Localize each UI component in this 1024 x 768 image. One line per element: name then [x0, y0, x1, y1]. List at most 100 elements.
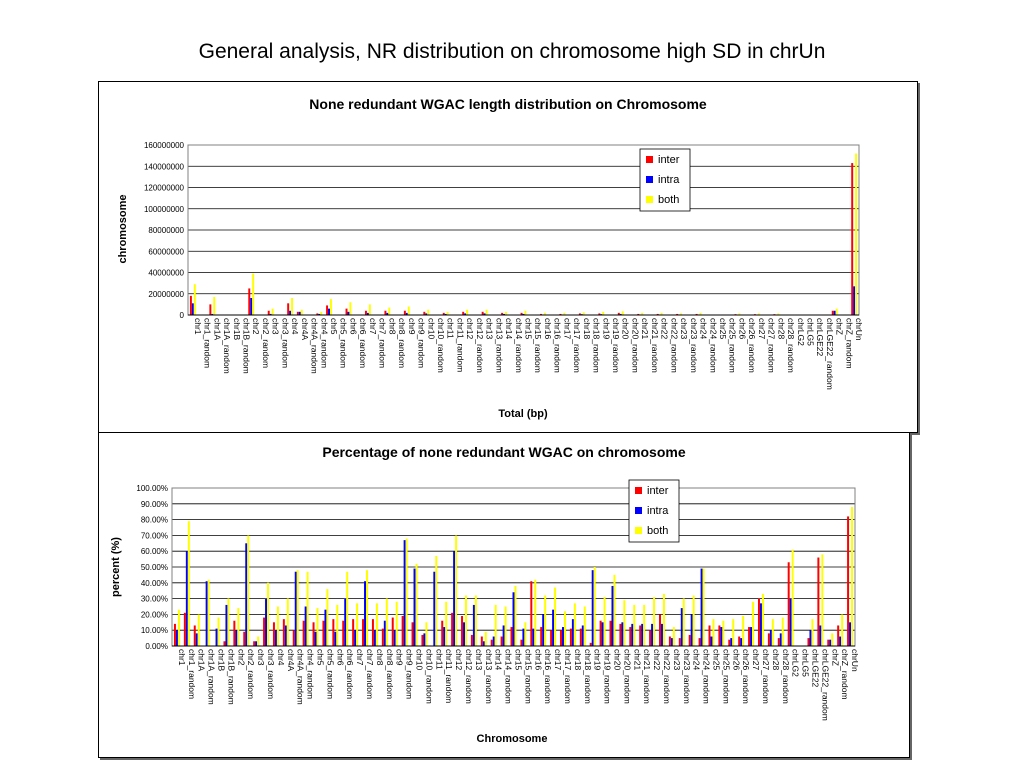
x-tick-label: chr21: [632, 649, 642, 671]
bar-both: [641, 312, 644, 315]
x-tick-label: chr18_random: [583, 649, 593, 704]
bar-inter: [272, 622, 275, 646]
y-tick-label: 0.00%: [145, 642, 168, 651]
x-tick-label: chr7: [368, 318, 378, 335]
bar-both: [375, 603, 378, 646]
x-tick-label: chr7_random: [378, 318, 388, 368]
x-tick-label: chr3_random: [266, 649, 276, 699]
bar-both: [757, 313, 760, 315]
bar-both: [633, 604, 636, 646]
bar-intra: [225, 604, 228, 646]
x-tick-label: chr1B_random: [226, 649, 236, 705]
x-tick-label: chr10_random: [436, 318, 446, 373]
bar-inter: [579, 628, 582, 646]
bar-both: [464, 595, 467, 646]
x-tick-label: chr22_random: [662, 649, 672, 704]
x-tick-label: chr11: [434, 649, 444, 670]
x-tick-label: chr17: [553, 649, 563, 671]
x-tick-label: chrLGE22: [810, 649, 820, 688]
bar-intra: [660, 623, 663, 646]
bar-intra: [433, 571, 436, 646]
bar-both: [781, 617, 784, 646]
x-tick-label: chr23_random: [682, 649, 692, 704]
bar-inter: [649, 630, 652, 646]
bar-both: [699, 312, 702, 315]
x-tick-label: chr22_random: [669, 318, 679, 373]
legend-label-inter: inter: [647, 485, 669, 497]
bar-inter: [391, 617, 394, 646]
bar-both: [276, 606, 279, 646]
bar-intra: [175, 630, 178, 646]
bar-inter: [831, 310, 834, 315]
bar-inter: [381, 628, 384, 646]
bar-intra: [235, 630, 238, 646]
bar-both: [356, 603, 359, 646]
percentage-chart: Percentage of none redundant WGAC on chr…: [98, 432, 910, 758]
x-tick-label: chr22: [652, 649, 662, 671]
x-tick-label: chr27_random: [761, 649, 771, 704]
bar-both: [821, 554, 824, 646]
x-tick-label: chr8_random: [385, 649, 395, 699]
bar-both: [621, 311, 624, 315]
bar-inter: [248, 288, 251, 315]
x-tick-label: chr10_random: [424, 649, 434, 704]
bar-inter: [695, 313, 698, 315]
bar-intra: [591, 570, 594, 646]
bar-inter: [364, 310, 367, 315]
bar-intra: [759, 603, 762, 646]
bar-inter: [193, 625, 196, 646]
bar-inter: [550, 630, 553, 646]
bar-both: [524, 310, 527, 315]
bar-intra: [255, 641, 258, 646]
bar-intra: [383, 620, 386, 646]
x-tick-label: chr8: [387, 318, 397, 335]
bar-intra: [482, 641, 485, 646]
bar-inter: [757, 598, 760, 646]
bar-inter: [326, 305, 329, 315]
x-tick-label: chr14: [494, 649, 504, 671]
bar-both: [563, 312, 566, 315]
bar-intra: [185, 551, 188, 646]
x-tick-label: chr26: [731, 649, 741, 671]
x-tick-label: chr19_random: [611, 318, 621, 373]
x-tick-label: chr3_random: [280, 318, 290, 368]
bar-both: [603, 597, 606, 646]
bar-both: [405, 538, 408, 646]
bar-both: [738, 313, 741, 315]
x-tick-label: chr15_random: [523, 649, 533, 704]
x-tick-label: chr15: [514, 649, 524, 671]
bar-intra: [269, 313, 272, 315]
bar-inter: [540, 313, 542, 315]
bar-both: [252, 273, 255, 315]
bar-both: [855, 153, 858, 315]
x-tick-label: chr28: [771, 649, 781, 671]
x-tick-label: chr25_random: [721, 649, 731, 704]
x-tick-label: chr13: [485, 318, 495, 340]
bar-inter: [480, 636, 483, 646]
bar-intra: [700, 568, 703, 646]
bar-inter: [540, 627, 543, 646]
bar-both: [653, 597, 656, 646]
bar-both: [415, 563, 418, 646]
x-tick-label: chr1_random: [203, 318, 213, 368]
y-tick-label: 30.00%: [141, 595, 168, 604]
y-tick-label: 140000000: [144, 162, 185, 171]
bar-both: [385, 598, 388, 646]
bar-both: [544, 595, 547, 646]
x-tick-label: chr19_random: [603, 649, 613, 704]
bar-intra: [284, 625, 287, 646]
x-tick-label: chr20_random: [630, 318, 640, 373]
x-tick-label: chr12_random: [464, 649, 474, 704]
y-axis-title: chromosome: [117, 194, 129, 263]
x-tick-label: chr14_random: [514, 318, 524, 373]
legend-swatch-intra: [635, 507, 642, 514]
bar-inter: [688, 634, 691, 646]
bar-intra: [215, 628, 218, 646]
bar-inter: [302, 620, 305, 646]
legend-label-both: both: [647, 525, 668, 537]
x-tick-label: chr10: [415, 649, 425, 671]
bar-both: [388, 307, 391, 315]
bar-intra: [245, 543, 248, 646]
bar-intra: [769, 630, 772, 646]
bar-both: [336, 604, 339, 646]
